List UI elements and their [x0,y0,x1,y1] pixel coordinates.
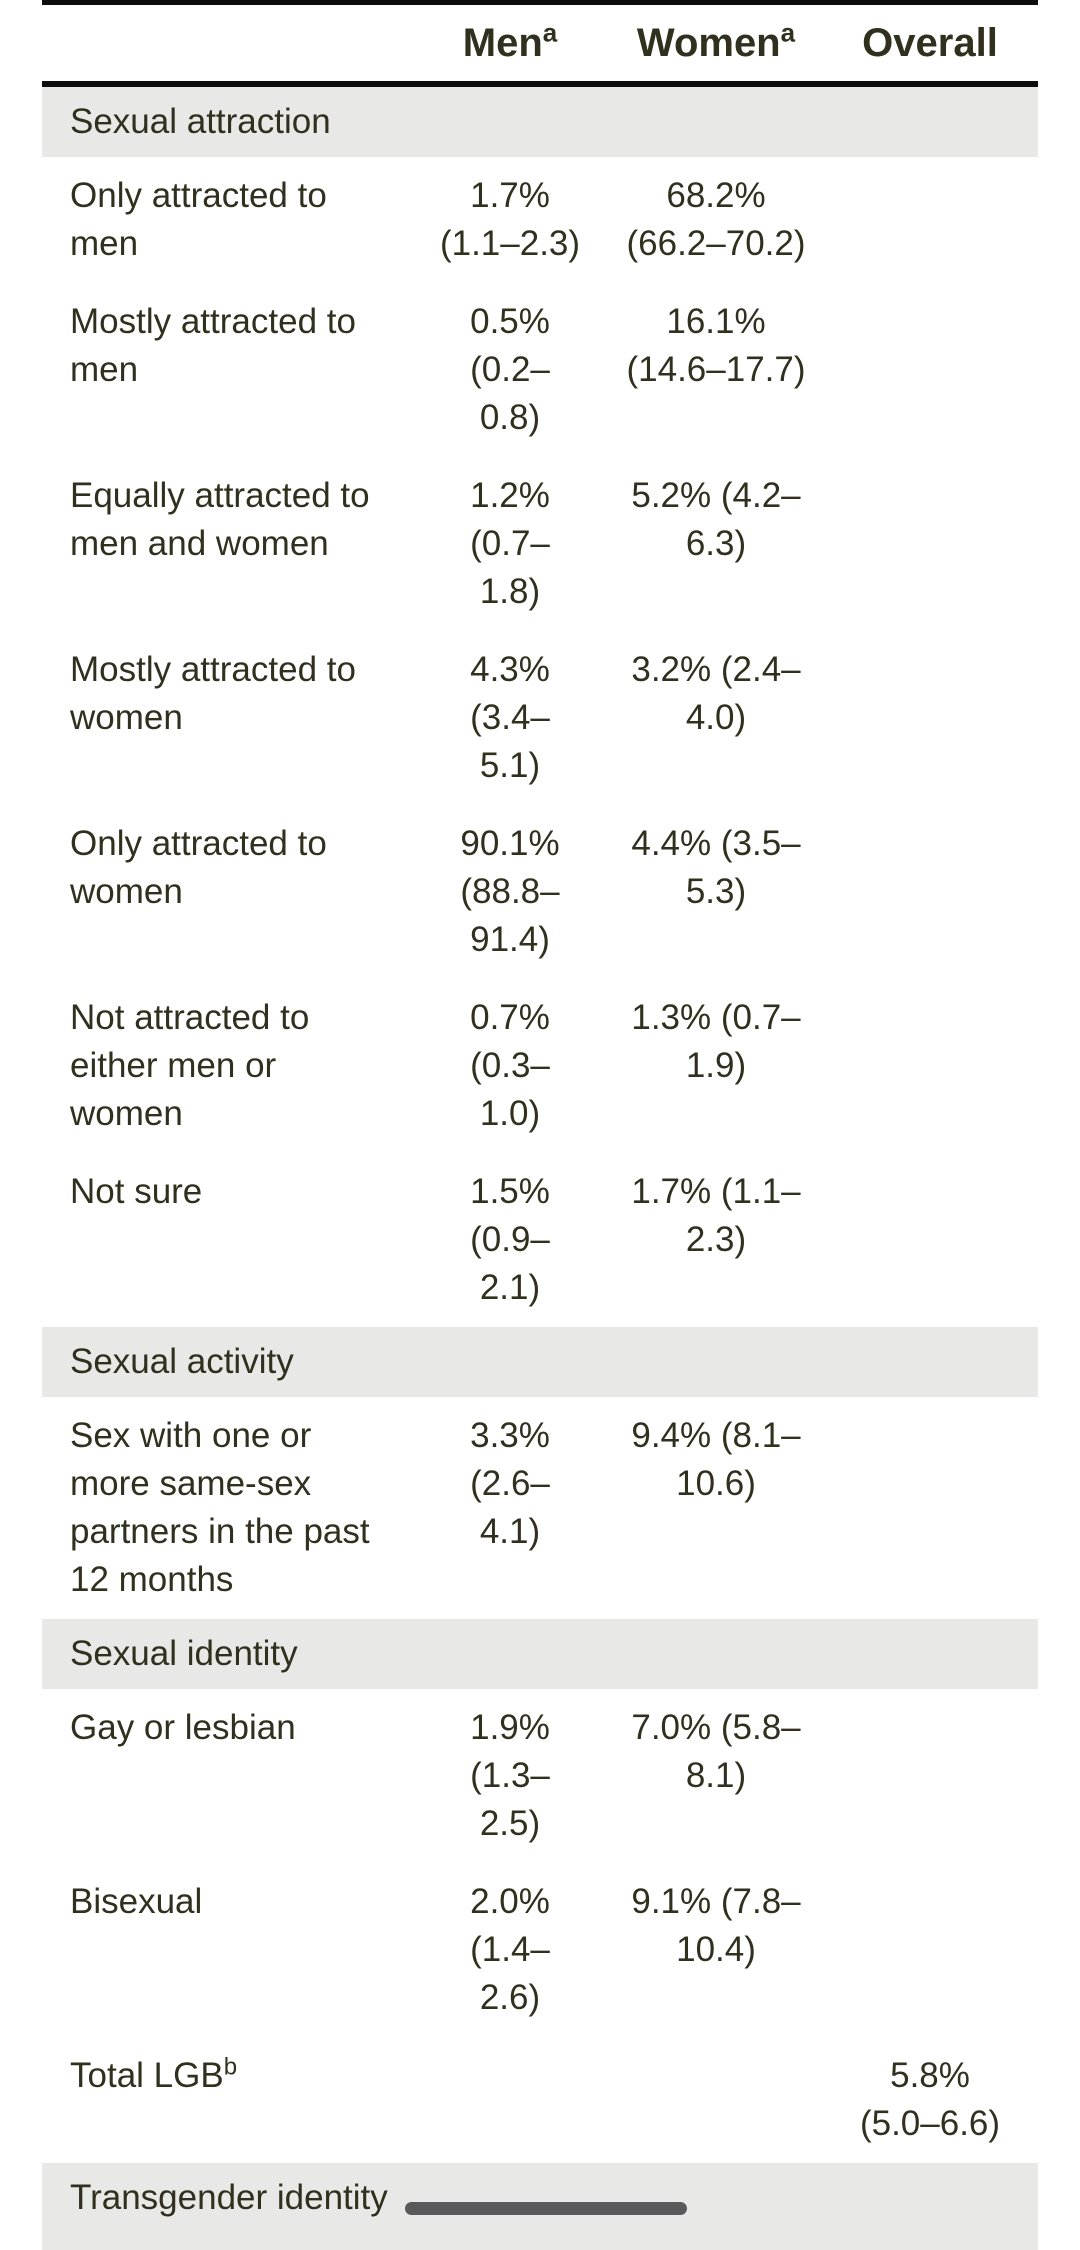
cell-overall [822,1863,1038,2037]
row-label-text: Mostly attracted to men [70,302,356,389]
column-header-overall: Overall [822,0,1038,87]
table-row: Not attracted to either men or women 0.7%… [42,979,1038,1153]
row-label-text: Not attracted to either men or women [70,998,310,1133]
row-label-text: Sex with one or more same-sex partners i… [70,1416,370,1599]
row-label-text: Only attracted to women [70,824,327,911]
row-label: Total LGBb [42,2037,410,2163]
table-row: Only attracted to women 90.1% (88.8– 91.4… [42,805,1038,979]
footnote-marker-b: b [223,2053,238,2081]
cell-men: 1.5% (0.9– 2.1) [470,1172,550,1307]
cell-men: 0.7% (0.3– 1.0) [470,998,550,1133]
cell-men: 1.2% (0.7– 1.8) [470,476,550,611]
cell-women [610,2037,822,2163]
table-row: Not sure 1.5% (0.9– 2.1) 1.7% (1.1– 2.3) [42,1153,1038,1327]
table-row: Total LGBb 5.8% (5.0–6.6) [42,2037,1038,2163]
cell-men: 0.5% (0.2– 0.8) [470,302,550,437]
cell-women: 5.2% (4.2– 6.3) [631,476,801,563]
cell-overall [822,1397,1038,1619]
prevalence-table: Mena Womena Overall Sexual attraction Only … [42,0,1038,2250]
row-label: Mostly attracted to men [42,283,410,457]
table-body: Sexual attraction Only attracted to men 1.… [42,84,1038,2250]
table-row: Mostly attracted to men 0.5% (0.2– 0.8) 16… [42,283,1038,457]
table-row: Gay or lesbian 1.9% (1.3– 2.5) 7.0% (5.8– … [42,1689,1038,1863]
cell-overall [822,157,1038,283]
cell-men: 90.1% (88.8– 91.4) [460,824,560,959]
row-label: Not sure [42,1153,410,1327]
header-row: Mena Womena Overall [42,0,1038,87]
footnote-marker-a: a [542,17,558,48]
row-label-text: Gay or lesbian [70,1708,296,1747]
row-label: Sex with one or more same-sex partners i… [42,1397,410,1619]
cell-women: 4.4% (3.5– 5.3) [631,824,801,911]
row-label: Only attracted to women [42,805,410,979]
section-header-sexual-activity: Sexual activity [42,1327,1038,1397]
footnote-marker-a: a [780,17,796,48]
row-label-text: Only attracted to men [70,176,327,263]
cell-women: 16.1% (14.6–17.7) [626,302,806,389]
cell-men: 4.3% (3.4– 5.1) [470,650,550,785]
section-row: Sexual attraction [42,84,1038,157]
row-label: Equally attracted to men and women [42,457,410,631]
cell-men: 1.9% (1.3– 2.5) [470,1708,550,1843]
table-row: Sex with one or more same-sex partners i… [42,1397,1038,1619]
section-row: Sexual identity [42,1619,1038,1689]
cell-women: 9.4% (8.1– 10.6) [631,1416,801,1503]
cell-men [410,2037,610,2163]
cell-men: 2.0% (1.4– 2.6) [470,1882,550,2017]
table-row: Only attracted to men 1.7% (1.1–2.3) 68.2%… [42,157,1038,283]
cell-women: 68.2% (66.2–70.2) [626,176,806,263]
section-header-sexual-identity: Sexual identity [42,1619,1038,1689]
cell-overall [822,805,1038,979]
cell-overall [822,631,1038,805]
row-label-text: Bisexual [70,1882,203,1921]
column-header-label: Overall [862,21,998,65]
cell-women: 7.0% (5.8– 8.1) [631,1708,801,1795]
table-row: Mostly attracted to women 4.3% (3.4– 5.1)… [42,631,1038,805]
cell-overall [822,1153,1038,1327]
section-header-sexual-attraction: Sexual attraction [42,84,1038,157]
prevalence-table-grid: Mena Womena Overall Sexual attraction Only … [42,0,1038,2250]
column-header-women: Womena [610,0,822,87]
column-header-blank [42,0,410,87]
cell-overall: 5.8% (5.0–6.6) [859,2056,1001,2143]
row-label: Mostly attracted to women [42,631,410,805]
row-label-text: Equally attracted to men and women [70,476,370,563]
row-label-text: Not sure [70,1172,203,1211]
cell-overall [822,457,1038,631]
row-label-text: Mostly attracted to women [70,650,356,737]
row-label: Not attracted to either men or women [42,979,410,1153]
cell-women: 1.3% (0.7– 1.9) [631,998,801,1085]
table-header: Mena Womena Overall [42,0,1038,87]
cell-women: 9.1% (7.8– 10.4) [631,1882,801,1969]
row-label: Only attracted to men [42,157,410,283]
cell-overall [822,979,1038,1153]
cell-overall [822,283,1038,457]
column-header-men: Mena [410,0,610,87]
cell-men: 3.3% (2.6– 4.1) [470,1416,550,1551]
column-header-label: Men [462,21,543,65]
cell-overall [822,1689,1038,1863]
section-row: Sexual activity [42,1327,1038,1397]
cell-women: 1.7% (1.1– 2.3) [631,1172,801,1259]
table-row: Bisexual 2.0% (1.4– 2.6) 9.1% (7.8– 10.4) [42,1863,1038,2037]
column-header-label: Women [636,21,781,65]
table-row: Equally attracted to men and women 1.2% (… [42,457,1038,631]
cell-men: 1.7% (1.1–2.3) [439,176,581,263]
row-label: Gay or lesbian [42,1689,410,1863]
row-label: Bisexual [42,1863,410,2037]
horizontal-scrollbar-thumb[interactable] [405,2202,687,2215]
cell-women: 3.2% (2.4– 4.0) [631,650,801,737]
row-label-text: Total LGB [70,2056,224,2095]
